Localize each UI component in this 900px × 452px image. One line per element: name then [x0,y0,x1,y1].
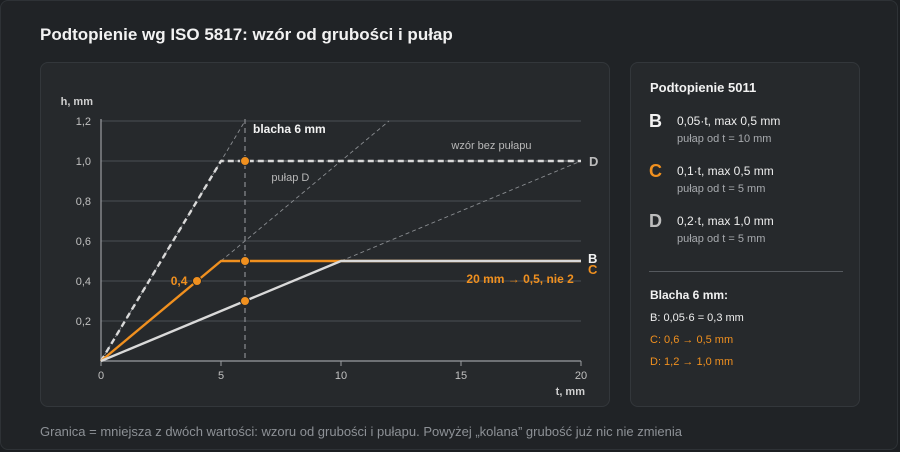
y-tick-label: 1,2 [76,116,91,128]
sheet-line-c: C: 0,6 → 0,5 mm [650,334,734,346]
sheet-6mm-label: blacha 6 mm [253,122,326,136]
annotation-point-04: 0,4 [171,274,188,288]
legend-letter-d: D [649,211,662,231]
undercut-chart: 0,2 0,4 0,6 0,8 1,0 1,2 0 5 10 15 20 h, mm t, mm blac… [61,96,599,398]
series-end-label-b: B [588,251,597,266]
series-line-d [99,159,581,362]
data-point [240,296,250,306]
annotation-c-note: 20 mm → 0,5, nie 2 [466,272,574,286]
caption: Granica = mniejsza z dwóch wartości: wzo… [40,424,682,439]
x-tick-label: 5 [218,370,224,382]
y-tick-label: 0,4 [76,276,91,288]
sheet-title: Blacha 6 mm: [650,288,729,302]
legend-letter-b: B [649,111,662,131]
legend-divider [649,271,843,272]
sheet-line-b: B: 0,05·6 = 0,3 mm [650,312,744,324]
series-end-label-c: C [588,262,598,277]
legend-formula-b: 0,05·t, max 0,5 mm [677,114,781,128]
y-tick-label: 0,2 [76,316,91,328]
y-tick-label: 0,8 [76,196,91,208]
x-tick-label: 0 [98,370,104,382]
page-title: Podtopienie wg ISO 5817: wzór od grubośc… [40,25,453,44]
legend-card: Podtopienie 5011 B 0,05·t, max 0,5 mm pu… [630,62,860,407]
guide-line [340,160,582,262]
legend-note-d: pułap od t = 5 mm [677,233,766,245]
y-tick-label: 0,6 [76,236,91,248]
x-tick-label: 10 [335,370,347,382]
x-axis-label: t, mm [556,386,586,398]
series-end-label-d: D [589,154,598,169]
chart-card: 0,2 0,4 0,6 0,8 1,0 1,2 0 5 10 15 20 h, mm t, mm blac… [40,62,610,407]
legend-title: Podtopienie 5011 [650,80,757,95]
x-tick-label: 15 [455,370,467,382]
annotation-cap-d: pułap D [271,172,309,184]
legend-note-b: pułap od t = 10 mm [677,133,772,145]
sheet-line-d: D: 1,2 → 1,0 mm [650,356,734,368]
y-tick-label: 1,0 [76,156,91,168]
data-point [240,256,250,266]
legend-note-c: pułap od t = 5 mm [677,183,766,195]
data-point [192,276,202,286]
legend-formula-d: 0,2·t, max 1,0 mm [677,214,774,228]
legend-letter-c: C [649,161,662,181]
annotation-no-cap: wzór bez pułapu [450,140,531,152]
legend-formula-c: 0,1·t, max 0,5 mm [677,164,774,178]
data-point [240,156,250,166]
series-line-b [100,259,581,363]
x-tick-label: 20 [575,370,587,382]
y-axis-label: h, mm [61,96,94,108]
guide-line [220,120,390,262]
